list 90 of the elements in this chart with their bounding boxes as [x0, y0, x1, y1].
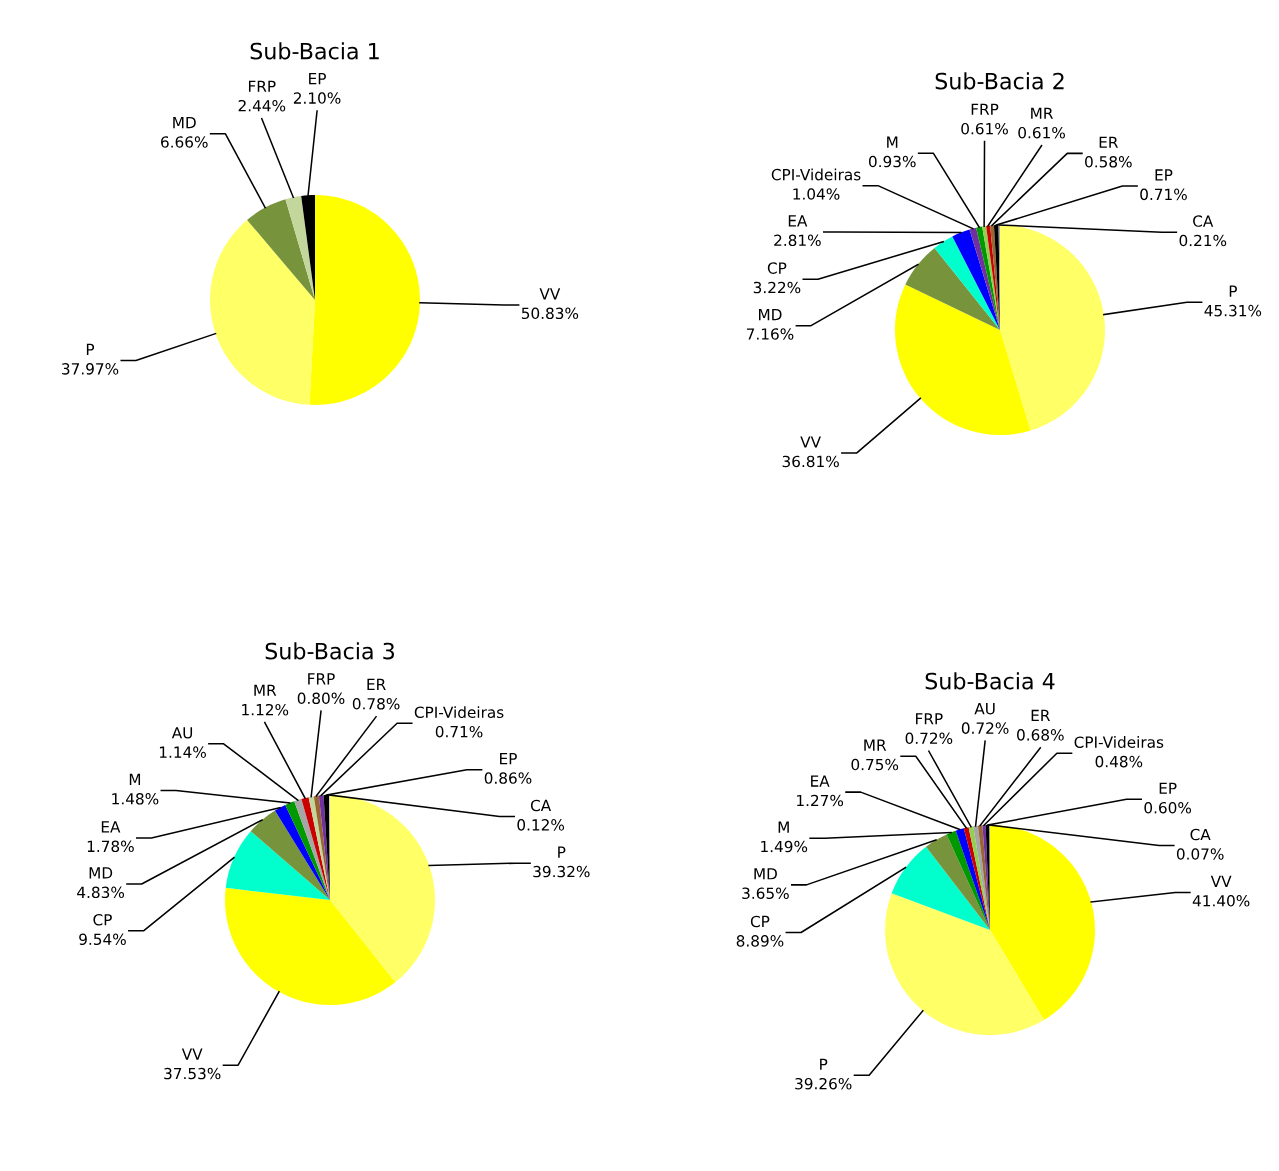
- data-label: 0.71%: [435, 725, 483, 738]
- chart-title: Sub-Bacia 1: [250, 42, 379, 60]
- chart-title: Sub-Bacia 2: [935, 72, 1064, 90]
- slice-label: MR: [254, 684, 277, 696]
- slice-label: CA: [530, 799, 552, 812]
- slice-label: P: [558, 846, 566, 858]
- data-label: 1.27%: [797, 794, 844, 807]
- data-label: 0.72%: [961, 722, 1009, 734]
- slice-label: VV: [800, 436, 821, 448]
- data-label: 0.71%: [1140, 188, 1187, 201]
- slice-label: EA: [101, 821, 121, 833]
- slice-label: MR: [1031, 107, 1054, 119]
- data-label: 37.97%: [62, 363, 119, 375]
- data-label: 39.32%: [533, 865, 590, 878]
- data-label: 0.07%: [1176, 848, 1224, 860]
- slice-label: AU: [171, 727, 193, 739]
- data-label: 8.89%: [736, 935, 784, 947]
- slice-label: VV: [1210, 875, 1232, 887]
- data-label: 9.54%: [79, 933, 126, 946]
- slice-label: CA: [1190, 828, 1211, 841]
- slice-label: MR: [864, 739, 887, 751]
- slice-label: CA: [1193, 215, 1214, 227]
- data-label: 0.68%: [1017, 729, 1064, 741]
- data-label: 50.83%: [521, 307, 579, 320]
- slice-label: CP: [767, 262, 787, 274]
- data-label: 1.49%: [761, 840, 808, 853]
- slice-label: CPI-Videiras: [771, 168, 861, 181]
- slice-label: EA: [788, 215, 808, 227]
- slice-label: M: [778, 821, 789, 833]
- data-label: 7.16%: [746, 328, 794, 340]
- slice-label: CP: [750, 915, 770, 928]
- slice-label: EA: [811, 775, 830, 787]
- data-label: 3.65%: [742, 887, 789, 900]
- slice-label: EP: [309, 73, 326, 85]
- slice-label: ER: [1099, 136, 1119, 148]
- slice-label: VV: [181, 1048, 203, 1060]
- slice-label: ER: [1031, 709, 1050, 722]
- slice-label: MD: [89, 867, 113, 879]
- slice-label: CP: [93, 914, 112, 926]
- slice-label: AU: [974, 703, 995, 715]
- data-label: 0.80%: [297, 692, 345, 705]
- data-label: 36.81%: [782, 455, 839, 468]
- data-label: 0.78%: [352, 697, 400, 710]
- data-label: 1.12%: [242, 703, 289, 716]
- data-label: 0.12%: [517, 819, 565, 831]
- slice-label: P: [1229, 285, 1237, 297]
- data-label: 0.61%: [1018, 126, 1065, 139]
- slice-label: MD: [173, 117, 196, 129]
- data-label: 0.48%: [1095, 755, 1143, 768]
- data-label: 45.31%: [1204, 304, 1262, 317]
- data-label: 0.86%: [484, 772, 532, 784]
- slice-label: M: [129, 773, 141, 785]
- slice-label: MD: [754, 868, 777, 880]
- data-label: 0.61%: [961, 122, 1008, 135]
- slice-label: VV: [539, 288, 561, 300]
- slice-label: FRP: [916, 713, 943, 725]
- slice-label: CPI-Videiras: [414, 706, 504, 719]
- data-label: 1.48%: [112, 793, 159, 805]
- data-label: 0.75%: [851, 758, 899, 771]
- data-label: 0.58%: [1085, 155, 1132, 168]
- data-label: 2.44%: [238, 99, 286, 112]
- slice-label: FRP: [248, 80, 276, 92]
- chart-title: Sub-Bacia 4: [925, 672, 1055, 690]
- slice-label: M: [887, 136, 898, 148]
- data-label: 41.40%: [1192, 895, 1250, 907]
- slice-label: FRP: [971, 103, 999, 115]
- slice-label: MD: [759, 309, 782, 321]
- data-label: 1.78%: [87, 840, 134, 853]
- slice-label: CPI-Videiras: [1074, 736, 1164, 748]
- data-label: 37.53%: [164, 1067, 221, 1080]
- data-label: 0.60%: [1144, 801, 1192, 814]
- slice-label: EP: [1155, 169, 1173, 181]
- data-label: 3.22%: [753, 281, 801, 294]
- data-label: 0.72%: [905, 732, 953, 745]
- chart-title: Sub-Bacia 3: [265, 642, 395, 660]
- slice-label: ER: [367, 678, 386, 690]
- slice-label: FRP: [308, 673, 335, 685]
- slice-label: P: [86, 343, 95, 355]
- data-label: 1.14%: [159, 746, 206, 758]
- slice-label: EP: [1159, 782, 1177, 794]
- data-label: 2.10%: [293, 92, 341, 104]
- data-label: 2.81%: [774, 234, 821, 247]
- slice-label: P: [820, 1058, 828, 1070]
- slice-label: EP: [500, 753, 517, 765]
- data-label: 4.83%: [77, 886, 125, 899]
- data-label: 0.93%: [868, 155, 916, 168]
- data-label: 6.66%: [161, 136, 208, 148]
- data-label: 1.04%: [793, 188, 840, 200]
- data-label: 0.21%: [1179, 234, 1227, 247]
- data-label: 39.26%: [795, 1077, 852, 1090]
